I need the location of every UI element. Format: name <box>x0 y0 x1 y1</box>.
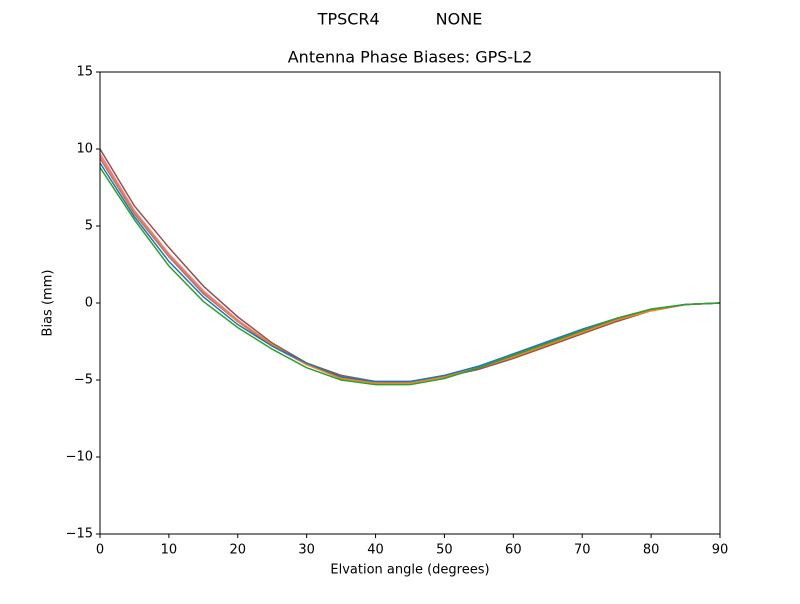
x-tick-label: 10 <box>161 543 178 558</box>
series-line <box>99 157 721 384</box>
y-tick-label: 5 <box>85 219 93 234</box>
suptitle: TPSCR4 NONE <box>317 10 483 29</box>
x-tick-label: 90 <box>712 543 729 558</box>
y-tick-label: 0 <box>85 296 93 311</box>
x-tick-label: 20 <box>230 543 247 558</box>
series-line <box>99 156 721 384</box>
x-tick-label: 70 <box>574 543 591 558</box>
plot-area <box>99 148 721 386</box>
axes-frame <box>99 71 721 535</box>
y-tick-label: 15 <box>76 65 93 80</box>
series-line <box>99 162 721 383</box>
x-tick-label: 40 <box>367 543 384 558</box>
y-tick-label: −5 <box>74 373 93 388</box>
x-tick-label: 0 <box>96 543 104 558</box>
y-tick-label: −15 <box>66 527 93 542</box>
y-tick-label: 10 <box>76 142 93 157</box>
series-line <box>99 167 721 386</box>
series-line <box>99 148 721 383</box>
x-tick-label: 60 <box>505 543 522 558</box>
x-tick-label: 30 <box>298 543 315 558</box>
x-axis-label: Elvation angle (degrees) <box>330 563 489 578</box>
x-tick-label: 50 <box>436 543 453 558</box>
x-tick-label: 80 <box>643 543 660 558</box>
y-tick-label: −10 <box>66 450 93 465</box>
y-axis-label: Bias (mm) <box>41 270 56 337</box>
series-line <box>99 153 721 383</box>
chart-title: Antenna Phase Biases: GPS-L2 <box>288 48 533 67</box>
